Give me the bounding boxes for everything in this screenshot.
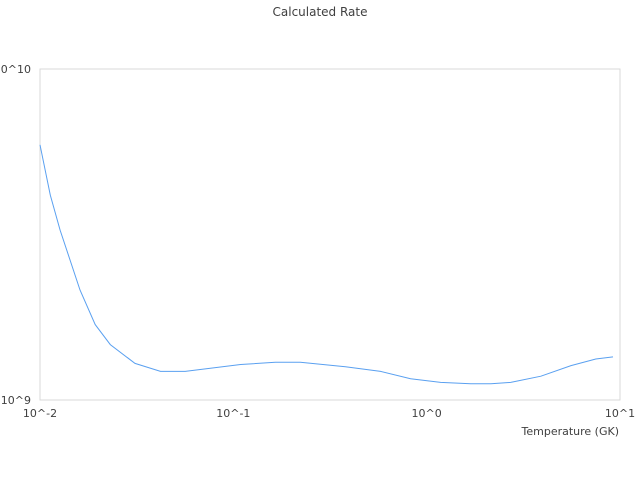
x-tick-label: 10^-1 bbox=[216, 407, 250, 420]
series-line bbox=[39, 144, 614, 385]
y-tick-label: 10^9 bbox=[1, 394, 31, 407]
plot-area bbox=[39, 68, 621, 401]
x-tick-label: 10^0 bbox=[412, 407, 442, 420]
x-axis-label: Temperature (GK) bbox=[521, 425, 620, 438]
x-tick-label: 10^1 bbox=[605, 407, 635, 420]
x-tick-label: 10^-2 bbox=[23, 407, 57, 420]
chart-title: Calculated Rate bbox=[273, 5, 368, 19]
y-tick-label: 10^10 bbox=[0, 63, 31, 76]
